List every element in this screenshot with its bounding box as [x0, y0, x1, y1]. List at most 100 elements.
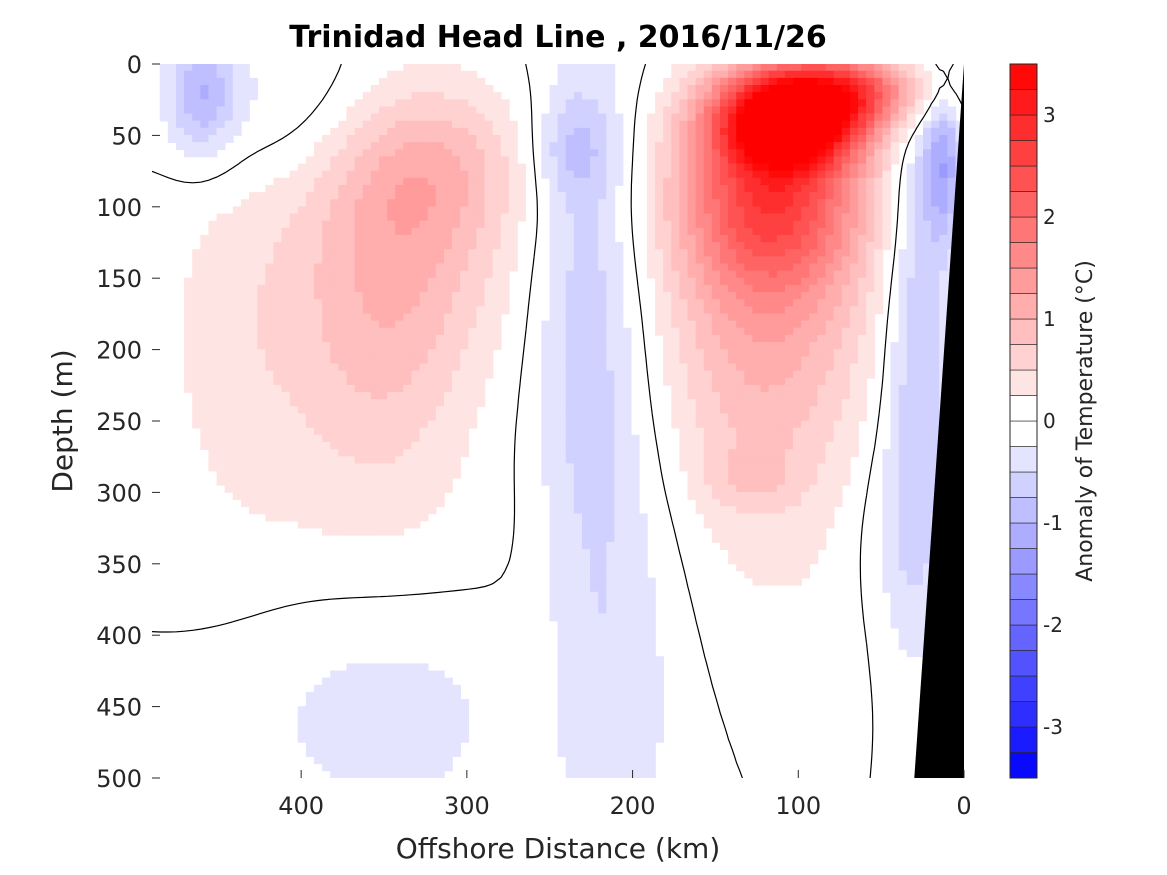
- anomaly-cell: [565, 256, 575, 265]
- anomaly-cell: [858, 156, 867, 165]
- anomaly-cell: [354, 120, 364, 129]
- anomaly-cell: [452, 377, 461, 386]
- anomaly-cell: [573, 242, 583, 251]
- anomaly-cell: [695, 64, 705, 72]
- anomaly-cell: [898, 406, 908, 415]
- anomaly-cell: [923, 263, 932, 272]
- anomaly-cell: [801, 499, 811, 508]
- anomaly-cell: [476, 342, 486, 350]
- anomaly-cell: [801, 377, 811, 386]
- anomaly-cell: [663, 106, 673, 115]
- anomaly-cell: [671, 149, 681, 158]
- anomaly-cell: [492, 199, 502, 208]
- anomaly-cell: [314, 277, 323, 286]
- anomaly-cell: [354, 520, 364, 529]
- anomaly-cell: [346, 227, 356, 236]
- anomaly-cell: [500, 234, 510, 243]
- anomaly-cell: [947, 192, 957, 201]
- anomaly-cell: [305, 192, 315, 201]
- anomaly-cell: [687, 284, 697, 293]
- anomaly-cell: [581, 406, 591, 415]
- anomaly-cell: [460, 85, 470, 93]
- anomaly-cell: [776, 184, 786, 193]
- anomaly-cell: [598, 327, 608, 336]
- anomaly-cell: [679, 313, 689, 322]
- anomaly-cell: [200, 242, 210, 251]
- anomaly-cell: [744, 163, 754, 172]
- anomaly-cell: [378, 499, 388, 508]
- anomaly-cell: [549, 320, 559, 329]
- anomaly-cell: [711, 213, 721, 222]
- anomaly-cell: [720, 334, 729, 343]
- anomaly-cell: [817, 127, 827, 136]
- anomaly-cell: [460, 356, 470, 365]
- anomaly-cell: [370, 242, 380, 251]
- anomaly-cell: [322, 149, 332, 158]
- anomaly-cell: [817, 420, 827, 429]
- anomaly-cell: [322, 184, 332, 193]
- anomaly-cell: [403, 449, 413, 458]
- anomaly-cell: [784, 499, 794, 508]
- anomaly-cell: [508, 206, 518, 215]
- anomaly-cell: [549, 135, 559, 143]
- anomaly-cell: [395, 142, 405, 151]
- anomaly-cell: [923, 120, 932, 129]
- anomaly-cell: [387, 384, 396, 393]
- anomaly-cell: [931, 313, 941, 322]
- anomaly-cell: [784, 206, 794, 215]
- anomaly-cell: [882, 170, 892, 179]
- anomaly-cell: [728, 149, 738, 158]
- anomaly-cell: [427, 399, 437, 408]
- anomaly-cell: [330, 456, 340, 465]
- anomaly-cell: [923, 177, 932, 186]
- anomaly-cell: [793, 284, 802, 293]
- anomaly-cell: [906, 299, 916, 308]
- anomaly-cell: [265, 449, 275, 458]
- anomaly-cell: [573, 85, 583, 93]
- anomaly-cell: [249, 342, 258, 350]
- anomaly-cell: [362, 135, 372, 143]
- anomaly-cell: [898, 356, 908, 365]
- anomaly-cell: [581, 70, 591, 79]
- anomaly-cell: [882, 70, 892, 79]
- anomaly-cell: [427, 427, 437, 436]
- anomaly-cell: [427, 270, 437, 279]
- anomaly-cell: [192, 399, 202, 408]
- anomaly-cell: [890, 106, 900, 115]
- anomaly-cell: [249, 370, 258, 379]
- anomaly-cell: [346, 234, 356, 243]
- anomaly-cell: [606, 506, 616, 515]
- anomaly-cell: [403, 342, 413, 350]
- anomaly-cell: [565, 113, 575, 122]
- anomaly-cell: [419, 263, 429, 272]
- anomaly-cell: [362, 313, 372, 322]
- anomaly-cell: [565, 263, 575, 272]
- anomaly-cell: [849, 406, 859, 415]
- anomaly-cell: [427, 356, 437, 365]
- anomaly-cell: [590, 356, 599, 365]
- anomaly-cell: [265, 342, 275, 350]
- anomaly-cell: [314, 399, 323, 408]
- anomaly-cell: [541, 442, 551, 450]
- anomaly-cell: [378, 320, 388, 329]
- anomaly-cell: [931, 363, 941, 372]
- anomaly-cell: [638, 513, 648, 522]
- anomaly-cell: [289, 513, 299, 522]
- anomaly-cell: [411, 142, 421, 151]
- anomaly-cell: [655, 142, 664, 151]
- anomaly-cell: [249, 399, 258, 408]
- anomaly-cell: [703, 206, 713, 215]
- anomaly-cell: [200, 135, 210, 143]
- anomaly-cell: [573, 327, 583, 336]
- anomaly-cell: [322, 406, 332, 415]
- anomaly-cell: [874, 149, 884, 158]
- anomaly-cell: [411, 456, 421, 465]
- anomaly-cell: [720, 356, 729, 365]
- anomaly-cell: [581, 227, 591, 236]
- anomaly-cell: [646, 213, 656, 222]
- anomaly-cell: [663, 156, 673, 165]
- anomaly-cell: [898, 434, 908, 443]
- anomaly-cell: [841, 256, 851, 265]
- anomaly-cell: [703, 213, 713, 222]
- anomaly-cell: [703, 156, 713, 165]
